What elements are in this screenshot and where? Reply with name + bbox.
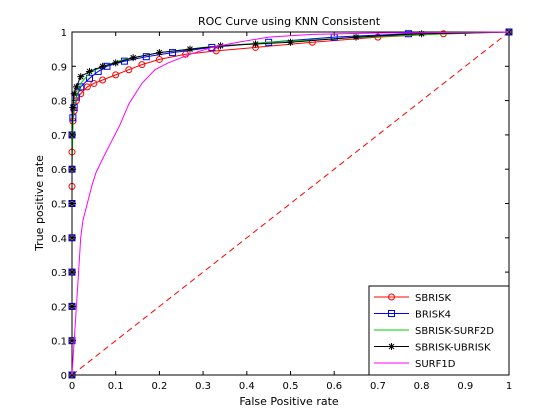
x-tick-label: 0.4 [239,381,255,392]
data-point-sbrisk-ubrisk [418,30,426,38]
x-tick-label: 0.2 [151,381,167,392]
y-tick-label: 0.9 [51,62,67,73]
data-point-sbrisk-ubrisk [68,131,76,139]
data-point-sbrisk-ubrisk [70,90,78,98]
x-tick-label: 0.9 [457,381,473,392]
x-tick-label: 0.6 [326,381,342,392]
data-point-brisk4 [85,74,93,82]
y-tick-label: 1 [61,28,67,39]
x-axis-label: False Positive rate [239,395,339,408]
y-tick-label: 0.5 [51,200,67,211]
y-tick-label: 0.3 [51,268,67,279]
series-sbrisk-ubrisk [68,28,513,379]
legend-entry-sbrisk-surf2d: SBRISK-SURF2D [374,326,494,337]
data-point-sbrisk-ubrisk [99,62,107,70]
legend-entry-brisk4: BRISK4 [374,310,451,321]
x-tick-label: 0.5 [283,381,299,392]
data-point-sbrisk-ubrisk [252,40,260,48]
data-point-sbrisk [83,83,91,91]
series-line-sbrisk-ubrisk [71,31,510,375]
legend-label-sbrisk-ubrisk: SBRISK-UBRISK [415,343,491,354]
x-tick-label: 0.7 [370,381,386,392]
legend-marker-sbrisk-ubrisk [388,343,395,350]
data-point-sbrisk-ubrisk [68,234,76,242]
data-point-sbrisk-ubrisk [129,54,137,62]
data-point-sbrisk-ubrisk [85,67,93,75]
y-tick-label: 0.4 [51,234,67,245]
data-point-sbrisk [125,66,133,74]
data-point-sbrisk-ubrisk [72,83,80,91]
x-tick-label: 1 [506,381,512,392]
data-point-brisk4 [142,53,150,61]
data-point-sbrisk [155,55,163,63]
legend-marker-sbrisk [388,293,395,301]
data-point-sbrisk-ubrisk [155,49,163,57]
y-tick-label: 0.8 [51,97,67,108]
legend-label-sbrisk: SBRISK [415,293,451,304]
legend-entry-sbrisk-ubrisk: SBRISK-UBRISK [374,343,491,354]
y-tick-label: 0 [61,371,67,382]
plot-content [68,28,513,379]
data-point-sbrisk-ubrisk [352,33,360,41]
x-tick-label: 0 [69,381,75,392]
legend-marker-brisk4 [388,310,395,317]
y-axis-label: True positive rate [33,155,46,252]
legend-label-sbrisk-surf2d: SBRISK-SURF2D [415,326,494,337]
legend: SBRISK BRISK4 SBRISK-SURF2D SBRISK-UBRISK SU… [368,285,510,376]
diagonal-reference-line [71,31,510,376]
y-tick-label: 0.6 [51,165,67,176]
legend-label-surf1d: SURF1D [415,359,456,370]
data-point-sbrisk-ubrisk [68,268,76,276]
data-point-sbrisk-ubrisk [77,73,85,81]
y-tick-label: 0.7 [51,131,67,142]
x-tick-label: 0.8 [414,381,430,392]
legend-entry-sbrisk: SBRISK [374,293,451,304]
data-point-brisk4 [404,30,412,38]
data-point-sbrisk-ubrisk [68,165,76,173]
y-tick-label: 0.2 [51,302,67,313]
legend-entry-surf1d: SURF1D [374,359,456,370]
data-point-sbrisk [112,71,120,79]
data-point-sbrisk-ubrisk [68,200,76,207]
y-axis: 0 0.1 0.2 0.3 0.4 0.5 0.6 0.7 0.8 0.9 1 [51,28,509,382]
x-tick-label: 0.3 [195,381,211,392]
series-line-surf1d [71,31,510,376]
data-point-sbrisk-ubrisk [287,38,294,46]
chart-title: ROC Curve using KNN Consistent [198,15,381,28]
x-axis: 0 0.1 0.2 0.3 0.4 0.5 0.6 0.7 0.8 0.9 1 [69,32,512,392]
data-point-brisk4 [169,49,177,57]
series-surf1d [71,31,510,376]
data-point-sbrisk-ubrisk [186,45,194,53]
data-point-sbrisk [138,61,146,69]
data-point-sbrisk-ubrisk [112,59,120,67]
data-point-sbrisk-ubrisk [68,302,76,310]
data-point-sbrisk [90,79,98,87]
data-point-sbrisk [99,76,107,84]
data-point-sbrisk-ubrisk [68,337,76,345]
y-tick-label: 0.1 [51,337,67,348]
x-tick-label: 0.1 [108,381,124,392]
data-point-sbrisk-ubrisk [69,103,77,111]
legend-label-brisk4: BRISK4 [415,310,451,321]
